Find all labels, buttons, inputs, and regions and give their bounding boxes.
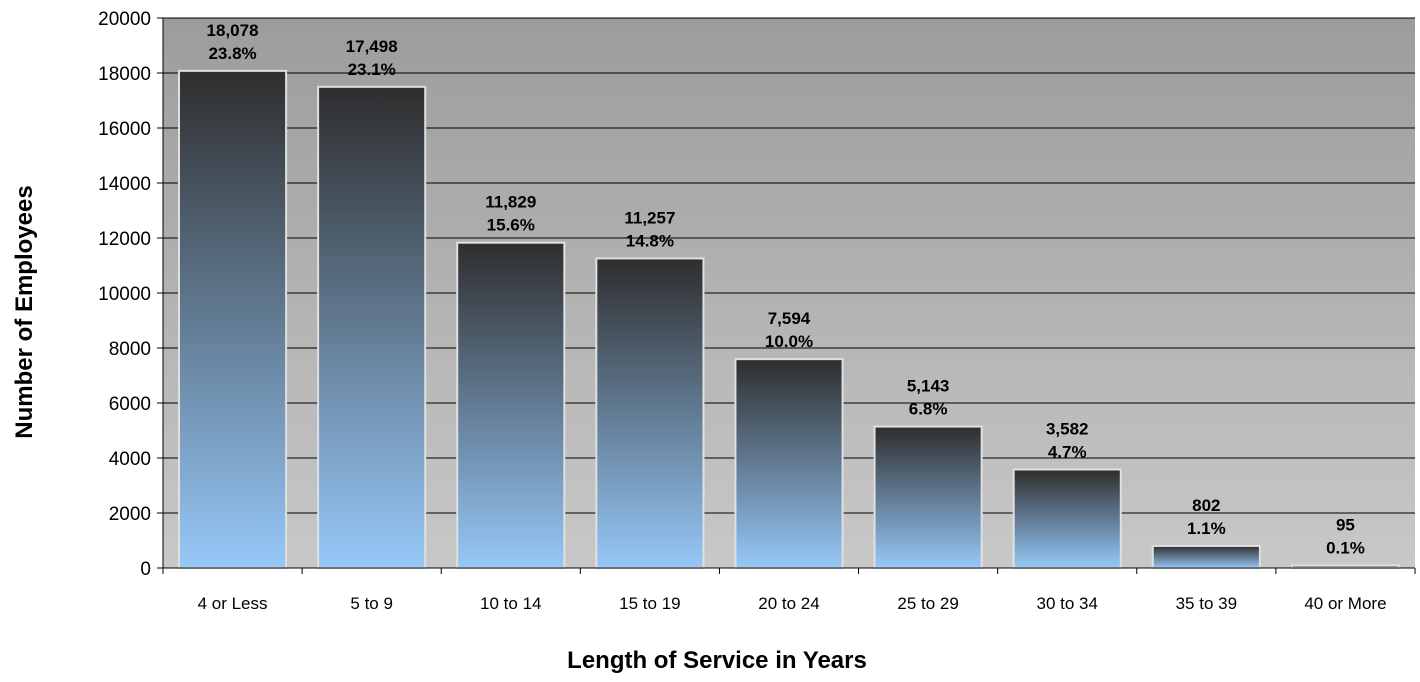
x-axis-title: Length of Service in Years (567, 647, 867, 674)
y-tick-label: 12000 (98, 229, 151, 250)
data-label-count: 17,498 (346, 37, 398, 56)
x-tick-label: 35 to 39 (1176, 594, 1237, 613)
x-tick-label: 10 to 14 (480, 594, 541, 613)
data-label-count: 11,257 (624, 208, 675, 227)
x-tick-label: 40 or More (1304, 594, 1386, 613)
bar-4 (595, 257, 705, 569)
data-label-percent: 23.8% (208, 44, 256, 63)
data-label-percent: 10.0% (765, 332, 813, 351)
x-tick-labels: 4 or Less 5 to 9 10 to 14 15 to 19 20 to 24 2… (162, 568, 1416, 613)
y-tick-labels: 0 2000 4000 6000 8000 10000 12000 14000 16000 180… (98, 9, 163, 580)
x-tick-label: 25 to 29 (897, 594, 958, 613)
bars (177, 69, 1401, 570)
data-label-percent: 23.1% (348, 60, 396, 79)
y-tick-label: 6000 (109, 394, 151, 415)
y-tick-label: 10000 (98, 284, 151, 305)
y-tick-label: 4000 (109, 449, 151, 470)
bar-3 (456, 241, 566, 569)
y-tick-label: 0 (140, 559, 151, 580)
data-label-count: 3,582 (1046, 419, 1089, 438)
y-tick-label: 18000 (98, 64, 151, 85)
data-label-count: 7,594 (768, 309, 811, 328)
data-label-count: 11,829 (485, 193, 536, 212)
data-label-percent: 4.7% (1048, 442, 1087, 461)
bar-6 (873, 425, 983, 569)
data-label-percent: 14.8% (626, 231, 674, 250)
x-tick-label: 4 or Less (198, 594, 268, 613)
data-labels: 18,078 23.8% 17,498 23.1% 11,829 15.6% 11,257 1… (207, 21, 1365, 558)
bar-8 (1151, 544, 1261, 570)
data-label-percent: 6.8% (909, 400, 948, 419)
data-label-count: 18,078 (207, 21, 259, 40)
data-label-count: 95 (1336, 515, 1355, 534)
data-label-count: 802 (1192, 496, 1220, 515)
x-tick-label: 30 to 34 (1036, 594, 1097, 613)
y-tick-label: 2000 (109, 504, 151, 525)
x-tick-label: 15 to 19 (619, 594, 680, 613)
data-label-percent: 15.6% (487, 216, 535, 235)
y-tick-label: 20000 (98, 9, 151, 30)
data-label-percent: 1.1% (1187, 519, 1226, 538)
y-tick-label: 14000 (98, 174, 151, 195)
data-label-count: 5,143 (907, 377, 950, 396)
bar-2 (317, 85, 427, 570)
x-tick-label: 5 to 9 (350, 594, 393, 613)
bar-5 (734, 358, 844, 570)
bar-1 (177, 69, 288, 569)
y-tick-label: 8000 (109, 339, 151, 360)
x-tick-label: 20 to 24 (758, 594, 819, 613)
y-tick-label: 16000 (98, 119, 151, 140)
bar-7 (1012, 468, 1122, 569)
data-label-percent: 0.1% (1326, 538, 1365, 557)
y-axis-title: Number of Employees (11, 185, 38, 438)
